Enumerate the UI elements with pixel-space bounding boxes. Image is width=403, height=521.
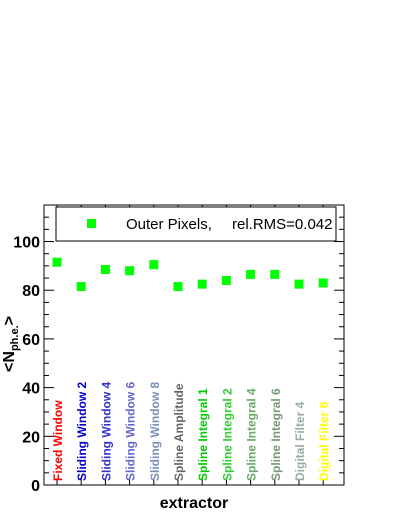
data-point (221, 275, 231, 285)
data-markers (52, 257, 328, 292)
data-point (294, 279, 304, 289)
y-axis-label-subscript: ph.e. (9, 325, 21, 351)
y-tick-label: 0 (31, 478, 40, 495)
legend-series-name: Outer Pixels, (126, 216, 212, 233)
y-axis-label: <Nph.e.> (1, 316, 21, 372)
plot-frame (43, 204, 345, 486)
legend-box (55, 206, 337, 242)
data-point (197, 279, 207, 289)
legend-annotation: rel.RMS=0.042 (232, 216, 332, 233)
category-label: Sliding Window 2 (75, 381, 89, 481)
data-point (52, 257, 62, 267)
y-tick-label: 60 (22, 332, 40, 349)
category-label: Sliding Window 6 (124, 381, 138, 481)
category-label: Spline Integral 6 (269, 388, 283, 481)
category-label: Fixed Window (51, 400, 65, 481)
category-label: Sliding Window 8 (148, 381, 162, 481)
category-labels: Fixed Window Sliding Window 2 Sliding Wind… (51, 205, 331, 485)
y-tick-label: 40 (22, 381, 40, 398)
category-label: Spline Integral 2 (220, 388, 234, 481)
category-label: Spline Integral 1 (196, 388, 210, 481)
data-point (270, 269, 280, 279)
category-label: Spline Amplitude (172, 383, 186, 481)
data-point (125, 266, 135, 276)
category-label: Digital Filter 4 (293, 401, 307, 481)
legend-marker (87, 219, 96, 228)
data-point (173, 282, 183, 292)
category-label: Digital Filter 6 (317, 401, 331, 481)
y-axis: 0 20 40 60 80 100 (13, 204, 344, 495)
data-point (100, 265, 110, 275)
y-axis-label-main: <N (1, 351, 18, 372)
category-label: Spline Integral 4 (245, 388, 259, 481)
data-point (246, 269, 256, 279)
y-tick-label: 20 (22, 429, 40, 446)
y-tick-label: 80 (22, 283, 40, 300)
legend: Outer Pixels, rel.RMS=0.042 (55, 206, 337, 242)
y-tick-label: 100 (13, 235, 40, 252)
data-point (76, 282, 86, 292)
x-axis-label: extractor (160, 495, 228, 512)
y-axis-label-close: > (1, 316, 18, 325)
data-point (318, 278, 328, 288)
category-label: Sliding Window 4 (99, 381, 113, 481)
data-point (149, 260, 159, 270)
